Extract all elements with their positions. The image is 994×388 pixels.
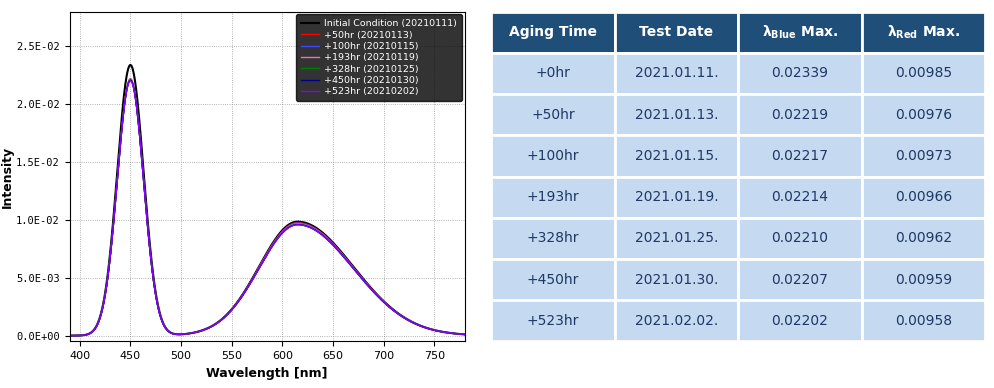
+193hr (20210119) — [478, 333, 490, 338]
Initial Condition (20210111) — [102, 270, 114, 274]
Initial Condition (20210111) — [470, 333, 482, 337]
+100hr (20210115) — [424, 327, 436, 332]
+100hr (20210115) — [235, 295, 247, 300]
+450hr (20210130) — [217, 317, 229, 321]
+523hr (20210202) — [127, 85, 139, 90]
+50hr (20210113) — [102, 273, 114, 277]
+328hr (20210125) — [127, 84, 139, 89]
Initial Condition (20210111) — [424, 327, 436, 331]
+50hr (20210113) — [470, 333, 482, 337]
+450hr (20210130) — [478, 333, 490, 338]
Initial Condition (20210111) — [127, 69, 139, 74]
+193hr (20210119) — [217, 316, 229, 321]
+523hr (20210202) — [235, 295, 247, 300]
+523hr (20210202) — [102, 273, 114, 278]
+328hr (20210125) — [235, 295, 247, 300]
+450hr (20210130) — [127, 85, 139, 89]
Initial Condition (20210111) — [217, 316, 229, 321]
+328hr (20210125) — [478, 333, 490, 338]
+328hr (20210125) — [424, 327, 436, 332]
+50hr (20210113) — [124, 76, 136, 81]
+50hr (20210113) — [478, 333, 490, 338]
+100hr (20210115) — [478, 333, 490, 338]
+50hr (20210113) — [235, 294, 247, 299]
Line: +193hr (20210119): +193hr (20210119) — [60, 80, 484, 336]
+328hr (20210125) — [124, 78, 136, 82]
Line: Initial Condition (20210111): Initial Condition (20210111) — [60, 65, 484, 336]
+328hr (20210125) — [54, 333, 66, 338]
+450hr (20210130) — [54, 333, 66, 338]
+450hr (20210130) — [235, 295, 247, 300]
Initial Condition (20210111) — [478, 333, 490, 338]
Line: +523hr (20210202): +523hr (20210202) — [60, 81, 484, 336]
+50hr (20210113) — [127, 83, 139, 88]
+193hr (20210119) — [124, 77, 136, 82]
+450hr (20210130) — [470, 333, 482, 337]
+450hr (20210130) — [124, 78, 136, 83]
+193hr (20210119) — [424, 327, 436, 332]
Initial Condition (20210111) — [124, 62, 136, 67]
X-axis label: Wavelength [nm]: Wavelength [nm] — [206, 367, 328, 380]
+523hr (20210202) — [478, 333, 490, 338]
+450hr (20210130) — [102, 273, 114, 278]
Initial Condition (20210111) — [54, 333, 66, 338]
+50hr (20210113) — [424, 327, 436, 331]
+193hr (20210119) — [127, 84, 139, 88]
Initial Condition (20210111) — [235, 294, 247, 299]
+100hr (20210115) — [217, 316, 229, 321]
+50hr (20210113) — [54, 333, 66, 338]
+328hr (20210125) — [102, 273, 114, 278]
Y-axis label: Intensity: Intensity — [0, 146, 13, 208]
+328hr (20210125) — [217, 317, 229, 321]
+193hr (20210119) — [470, 333, 482, 337]
+523hr (20210202) — [217, 317, 229, 321]
+523hr (20210202) — [424, 327, 436, 332]
Line: +50hr (20210113): +50hr (20210113) — [60, 79, 484, 336]
+100hr (20210115) — [470, 333, 482, 337]
+100hr (20210115) — [102, 273, 114, 277]
+328hr (20210125) — [470, 333, 482, 337]
+100hr (20210115) — [124, 77, 136, 81]
Line: +100hr (20210115): +100hr (20210115) — [60, 79, 484, 336]
+193hr (20210119) — [54, 333, 66, 338]
+100hr (20210115) — [127, 83, 139, 88]
+523hr (20210202) — [470, 333, 482, 337]
Legend: Initial Condition (20210111), +50hr (20210113), +100hr (20210115), +193hr (20210: Initial Condition (20210111), +50hr (202… — [295, 14, 461, 101]
+523hr (20210202) — [54, 333, 66, 338]
+50hr (20210113) — [217, 316, 229, 321]
+100hr (20210115) — [54, 333, 66, 338]
+450hr (20210130) — [424, 327, 436, 332]
Line: +450hr (20210130): +450hr (20210130) — [60, 80, 484, 336]
+523hr (20210202) — [124, 78, 136, 83]
+193hr (20210119) — [235, 295, 247, 300]
Line: +328hr (20210125): +328hr (20210125) — [60, 80, 484, 336]
+193hr (20210119) — [102, 273, 114, 278]
